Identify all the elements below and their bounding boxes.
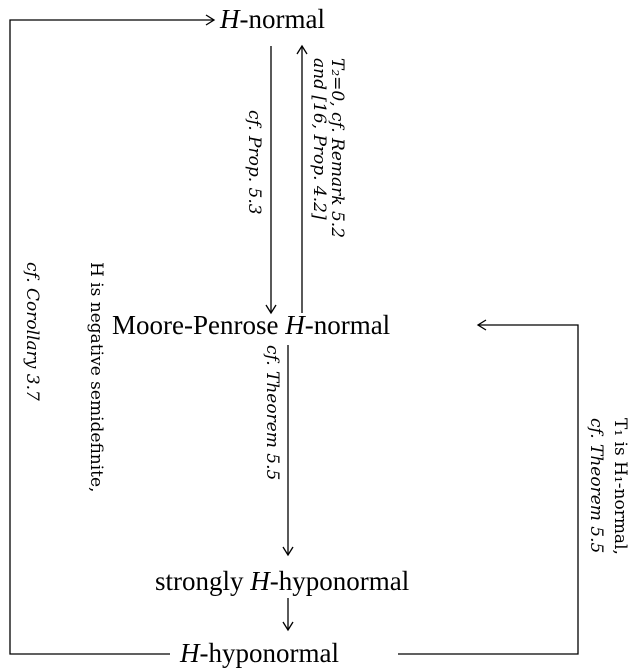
label-negative-semidefinite: H is negative semidefinite,: [86, 262, 106, 493]
label-t1-h1-normal: T₁ is H₁-normal,: [610, 418, 630, 555]
label-corollary-3-7: cf. Corollary 3.7: [22, 262, 42, 401]
node-strongly-h-hyponormal: strongly H-hyponormal: [155, 566, 410, 596]
node-h-normal: H-normal: [220, 4, 325, 34]
label-t2-remark-line2: and [16, Prop. 4.2]: [309, 58, 329, 220]
arrow-mp-to-h-normal-head: [296, 44, 308, 55]
label-t2-remark-line1: T₂=0, cf. Remark 5.2: [327, 58, 347, 239]
left-loop-arrowhead: [205, 14, 216, 26]
label-theorem-5-5-right: cf. Theorem 5.5: [586, 418, 606, 554]
node-h-hyponormal: H-hyponormal: [180, 638, 339, 668]
arrow-h-normal-to-mp-head: [265, 304, 277, 315]
node-moore-penrose-h-normal: Moore-Penrose H-normal: [112, 310, 391, 340]
arrow-strongly-to-hypo-head: [282, 621, 294, 632]
right-loop-arrowhead: [476, 319, 487, 331]
left-loop-arrow: [9, 19, 214, 655]
label-theorem-5-5-middle: cf. Theorem 5.5: [262, 345, 282, 481]
right-loop-arrow: [398, 324, 579, 655]
arrow-mp-to-strongly-head: [282, 546, 294, 557]
label-prop-5-3: cf. Prop. 5.3: [244, 110, 264, 215]
